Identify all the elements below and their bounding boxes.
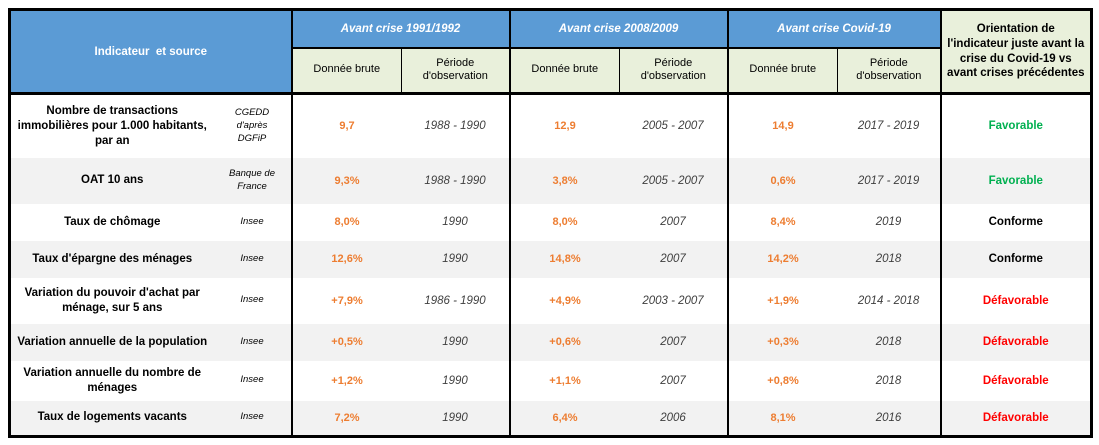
table-row: Variation du pouvoir d'achat par ménage,…: [9, 277, 1092, 324]
value-1991: 8,0%: [290, 203, 402, 241]
value-1991: 9,3%: [290, 157, 402, 204]
period-1991: 1990: [442, 253, 468, 265]
period-covid: 2019: [875, 216, 902, 228]
value-2008: 6,4%: [508, 400, 620, 437]
orientation-cell: Favorable: [939, 157, 1092, 204]
indicator-source: Banque de France: [229, 167, 275, 192]
period-1991: 1988 - 1990: [424, 174, 486, 187]
indicator-name: OAT 10 ans: [81, 174, 144, 187]
table-row: Taux de chômage Insee 8,0% 1990 8,0% 2007 8,4%…: [9, 203, 1092, 241]
subheader-periode-covid: Période d'observation: [837, 47, 941, 95]
table-row: Taux de logements vacants Insee 7,2% 1990 6,…: [9, 400, 1092, 437]
indicator-name: Nombre de transactions immobilières pour…: [17, 104, 207, 147]
table-row: Variation annuelle du nombre de ménages I…: [9, 360, 1092, 401]
subheader-periode-2008: Période d'observation: [619, 47, 728, 95]
value-covid: 8,4%: [726, 203, 838, 241]
indicator-source: Insee: [240, 215, 264, 227]
indicator-name: Variation du pouvoir d'achat par ménage,…: [24, 286, 200, 314]
orientation-cell: Favorable: [939, 93, 1092, 158]
period-2008: 2005 - 2007: [642, 120, 704, 133]
header-group-crise-1991-1992: Avant crise 1991/1992: [290, 9, 510, 49]
period-2008: 2007: [660, 336, 686, 348]
orientation-cell: Conforme: [939, 240, 1092, 278]
orientation-cell: Défavorable: [939, 400, 1092, 437]
value-covid: +0,3%: [726, 323, 838, 361]
indicator-source: Insee: [240, 294, 264, 306]
period-1991: 1990: [442, 374, 468, 387]
period-2008: 2006: [660, 411, 686, 424]
period-covid: 2016: [875, 411, 902, 424]
value-covid: 0,6%: [726, 157, 838, 204]
value-1991: +1,2%: [290, 360, 402, 401]
value-2008: +4,9%: [508, 277, 620, 324]
subheader-donnee-brute-covid: Donnée brute: [726, 47, 838, 95]
value-2008: 8,0%: [508, 203, 620, 241]
period-2008: 2007: [660, 374, 686, 387]
header-orientation: Orientation de l'indicateur juste avant …: [939, 9, 1092, 95]
value-covid: +0,8%: [726, 360, 838, 401]
indicator-source: Insee: [240, 335, 264, 347]
period-1991: 1990: [442, 411, 468, 424]
table-row: Taux d'épargne des ménages Insee 12,6% 1990…: [9, 240, 1092, 278]
orientation-cell: Conforme: [939, 203, 1092, 241]
indicator-source: Insee: [240, 374, 264, 386]
indicator-name: Variation annuelle du nombre de ménages: [23, 366, 202, 394]
indicator-source: Insee: [240, 411, 264, 423]
header-sub-row: Donnée brute Période d'observation Donné…: [10, 47, 1092, 95]
indicator-source: CGEDD d'après DGFiP: [234, 107, 270, 144]
orientation-cell: Défavorable: [939, 323, 1092, 361]
period-covid: 2018: [875, 253, 902, 265]
indicator-name: Taux d'épargne des ménages: [32, 252, 193, 265]
period-covid: 2018: [875, 374, 902, 387]
table-row: OAT 10 ans Banque de France 9,3% 1988 - 199…: [9, 157, 1092, 204]
orientation-cell: Défavorable: [939, 360, 1092, 401]
period-1991: 1990: [442, 216, 468, 228]
header-group-crise-2008-2009: Avant crise 2008/2009: [508, 9, 728, 49]
header-group-crise-covid-19: Avant crise Covid-19: [726, 9, 941, 49]
value-2008: 3,8%: [508, 157, 620, 204]
period-covid: 2018: [875, 336, 902, 348]
subheader-periode-1991: Période d'observation: [401, 47, 510, 95]
table-row: Nombre de transactions immobilières pour…: [9, 93, 1092, 158]
value-1991: +7,9%: [290, 277, 402, 324]
value-1991: 9,7: [290, 93, 402, 158]
indicator-source: Insee: [240, 252, 264, 264]
subheader-donnee-brute-2008: Donnée brute: [508, 47, 620, 95]
value-covid: 14,9: [726, 93, 838, 158]
period-2008: 2007: [660, 253, 686, 265]
value-2008: 12,9: [508, 93, 620, 158]
period-covid: 2017 - 2019: [857, 120, 920, 133]
period-1991: 1986 - 1990: [424, 294, 486, 307]
period-1991: 1988 - 1990: [424, 120, 486, 133]
header-group-row: Indicateur et source Avant crise 1991/19…: [9, 9, 1092, 95]
value-covid: 14,2%: [726, 240, 838, 278]
indicators-table: Indicateur et source Avant crise 1991/19…: [8, 8, 1094, 438]
period-covid: 2017 - 2019: [857, 174, 920, 187]
orientation-cell: Défavorable: [939, 277, 1092, 324]
value-1991: +0,5%: [290, 323, 402, 361]
value-covid: 8,1%: [726, 400, 838, 437]
value-2008: +1,1%: [508, 360, 620, 401]
period-covid: 2014 - 2018: [857, 294, 920, 307]
value-1991: 7,2%: [290, 400, 402, 437]
period-2008: 2007: [660, 216, 686, 228]
value-2008: 14,8%: [508, 240, 620, 278]
header-indicator-source: Indicateur et source: [9, 9, 292, 95]
indicator-name: Taux de logements vacants: [37, 411, 187, 424]
value-2008: +0,6%: [508, 323, 620, 361]
period-2008: 2003 - 2007: [642, 294, 704, 307]
value-1991: 12,6%: [290, 240, 402, 278]
table-row: Variation annuelle de la population Insee…: [9, 323, 1092, 361]
period-1991: 1990: [442, 336, 468, 348]
period-2008: 2005 - 2007: [642, 174, 704, 187]
indicator-name: Variation annuelle de la population: [17, 335, 208, 348]
subheader-donnee-brute-1991: Donnée brute: [290, 47, 402, 95]
indicator-name: Taux de chômage: [64, 215, 161, 228]
value-covid: +1,9%: [726, 277, 838, 324]
